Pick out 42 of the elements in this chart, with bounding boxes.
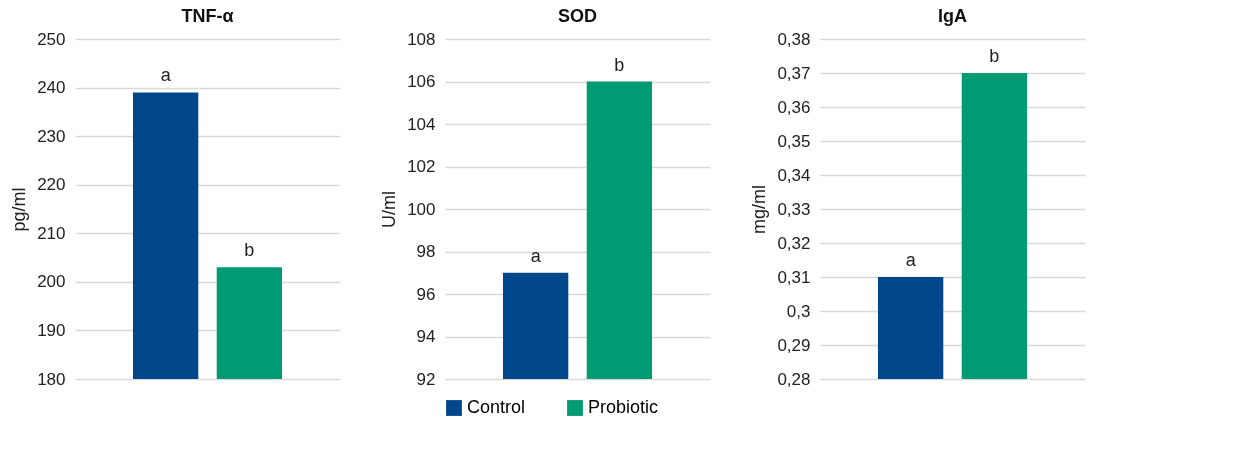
legend-label: Control [467,397,526,417]
y-tick-label: 92 [416,369,436,389]
y-tick-label: 102 [407,157,436,176]
y-tick-label: 0,28 [777,369,811,389]
y-tick-label: 100 [407,199,436,219]
annotation: a [160,65,172,86]
y-tick-label: 0,31 [777,267,811,287]
annotation: b [244,240,255,261]
annotation: a [905,250,917,270]
y-tick-label: 0,37 [777,63,811,83]
y-tick-label: 94 [416,327,436,346]
annotation: b [989,46,1000,66]
y-tick-label: 190 [37,320,66,340]
y-tick-label: 0,3 [786,301,811,321]
annotation: b [614,54,625,75]
y-axis-title: U/ml [379,191,400,228]
y-tick-label: 0,36 [777,97,811,117]
y-tick-label: 0,32 [777,233,811,253]
chart-title: IgA [938,6,967,26]
y-tick-label: 98 [416,242,436,261]
y-tick-label: 0,35 [777,131,811,151]
y-axis-title: pg/ml [9,187,30,232]
y-tick-label: 104 [407,114,436,134]
y-tick-label: 180 [37,369,66,389]
y-tick-label: 240 [37,78,66,98]
y-tick-label: 108 [407,29,436,49]
y-tick-label: 200 [37,272,66,292]
y-tick-label: 0,34 [777,165,811,185]
y-tick-label: 210 [37,223,66,243]
annotation: a [530,245,542,266]
y-tick-label: 220 [37,175,66,195]
y-tick-label: 230 [37,126,66,146]
legend-label: Probiotic [588,397,659,417]
y-tick-label: 0,29 [777,335,811,355]
chart-title: SOD [557,6,598,26]
y-tick-label: 0,33 [777,199,811,219]
chart-title: TNF-α [181,6,234,26]
y-tick-label: 96 [416,284,436,304]
y-tick-label: 106 [407,72,436,91]
y-tick-label: 250 [37,29,66,49]
y-tick-label: 0,38 [777,29,811,49]
y-axis-title: mg/ml [749,185,770,234]
